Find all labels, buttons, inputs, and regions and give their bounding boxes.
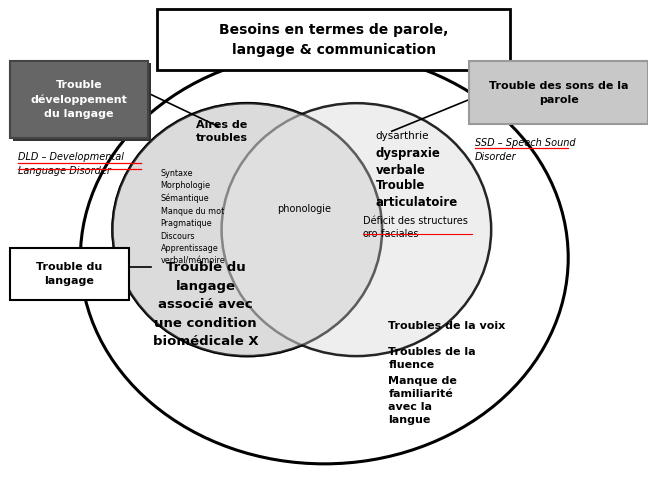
Text: dyspraxie
verbale: dyspraxie verbale bbox=[376, 147, 441, 177]
FancyBboxPatch shape bbox=[10, 61, 148, 138]
Text: DLD – Developmental
Language Disorder: DLD – Developmental Language Disorder bbox=[18, 152, 124, 176]
Text: Besoins en termes de parole,
langage & communication: Besoins en termes de parole, langage & c… bbox=[219, 23, 449, 57]
Text: Trouble du
langage
associé avec
une condition
biomédicale X: Trouble du langage associé avec une cond… bbox=[153, 261, 258, 348]
FancyBboxPatch shape bbox=[10, 249, 128, 300]
FancyBboxPatch shape bbox=[157, 10, 510, 70]
FancyBboxPatch shape bbox=[469, 61, 648, 124]
Text: Déficit des structures
oro-faciales: Déficit des structures oro-faciales bbox=[363, 216, 468, 239]
Ellipse shape bbox=[113, 103, 382, 356]
Text: Syntaxe
Morphologie
Sémantique
Manque du mot
Pragmatique
Discours
Apprentissage
: Syntaxe Morphologie Sémantique Manque du… bbox=[160, 169, 225, 266]
Text: dysarthrie: dysarthrie bbox=[376, 131, 429, 141]
Text: SSD – Speech Sound
Disorder: SSD – Speech Sound Disorder bbox=[475, 138, 576, 163]
Text: Trouble des sons de la
parole: Trouble des sons de la parole bbox=[489, 81, 628, 105]
Text: Trouble
articulatoire: Trouble articulatoire bbox=[376, 180, 458, 209]
Text: Aires de
troubles: Aires de troubles bbox=[196, 120, 248, 143]
Text: Troubles de la voix: Troubles de la voix bbox=[388, 321, 506, 331]
Text: Trouble du
langage: Trouble du langage bbox=[36, 262, 102, 286]
Text: phonologie: phonologie bbox=[277, 204, 331, 214]
FancyBboxPatch shape bbox=[13, 64, 151, 141]
Text: Manque de
familiarité
avec la
langue: Manque de familiarité avec la langue bbox=[388, 376, 457, 425]
Ellipse shape bbox=[113, 103, 382, 356]
Ellipse shape bbox=[221, 103, 491, 356]
Text: Troubles de la
fluence: Troubles de la fluence bbox=[388, 347, 476, 370]
Text: Trouble
développement
du langage: Trouble développement du langage bbox=[30, 80, 127, 119]
